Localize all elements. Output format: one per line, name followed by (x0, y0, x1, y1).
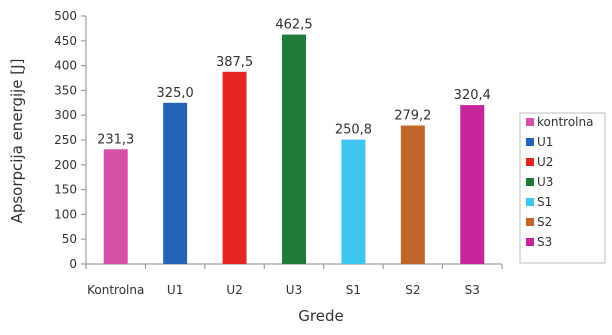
legend-swatch (526, 138, 534, 146)
legend-swatch (526, 118, 534, 126)
y-tick-label: 350 (54, 83, 77, 97)
y-axis-title: Apsorpcija energije [J] (8, 59, 26, 224)
y-tick-label: 150 (54, 183, 77, 197)
legend-swatch (526, 158, 534, 166)
y-tick-label: 200 (54, 158, 77, 172)
data-label: 325,0 (157, 86, 194, 101)
legend-label: U3 (537, 175, 553, 189)
data-label: 231,3 (97, 132, 134, 147)
bar-s2 (400, 125, 425, 264)
legend-swatch (526, 238, 534, 246)
legend-label: kontrolna (537, 115, 593, 129)
legend-label: U2 (537, 155, 553, 169)
y-tick-label: 300 (54, 108, 77, 122)
x-axis-title: Grede (298, 307, 343, 325)
y-tick-label: 0 (69, 257, 77, 271)
x-tick-label: Kontrolna (87, 283, 144, 297)
bar-s1 (341, 139, 366, 264)
bar-u1 (163, 102, 188, 264)
bar-s3 (460, 105, 485, 264)
legend-label: S1 (537, 195, 552, 209)
x-tick-label: U2 (226, 283, 242, 297)
bars (103, 34, 485, 264)
legend-items: kontrolna U1 U2 U3 S1 S2 S3 (526, 115, 593, 249)
x-tick-label: S3 (465, 283, 480, 297)
y-tick-label: 50 (62, 232, 77, 246)
x-axis-ticks: Kontrolna U1 U2 U3 S1 S2 S3 (85, 264, 503, 297)
data-label: 320,4 (454, 88, 491, 103)
legend-frame (519, 112, 606, 264)
bar-kontrolna (103, 149, 128, 264)
y-tick-label: 400 (54, 59, 77, 73)
y-tick-label: 100 (54, 207, 77, 221)
y-tick-label: 500 (54, 9, 77, 23)
data-label: 279,2 (394, 109, 431, 124)
data-label: 250,8 (335, 123, 372, 138)
x-tick-label: S1 (346, 283, 361, 297)
y-tick-label: 450 (54, 34, 77, 48)
bar-u3 (282, 34, 306, 264)
legend-label: U1 (537, 135, 553, 149)
legend-label: S3 (537, 235, 552, 249)
bar-u2 (222, 71, 247, 264)
x-tick-label: U1 (167, 283, 183, 297)
legend-swatch (526, 198, 534, 206)
data-labels: 231,3 325,0 387,5 462,5 250,8 279,2 320,4 (97, 18, 491, 148)
x-tick-label: S2 (405, 283, 420, 297)
y-axis-ticks: 0 50 100 150 200 250 300 350 400 450 500 (54, 9, 86, 271)
x-tick-label: U3 (286, 283, 302, 297)
legend-label: S2 (537, 215, 552, 229)
data-label: 462,5 (275, 18, 312, 33)
legend-swatch (526, 218, 534, 226)
legend-swatch (526, 178, 534, 186)
y-tick-label: 250 (54, 133, 77, 147)
legend: kontrolna U1 U2 U3 S1 S2 S3 (519, 112, 606, 264)
data-label: 387,5 (216, 55, 253, 70)
